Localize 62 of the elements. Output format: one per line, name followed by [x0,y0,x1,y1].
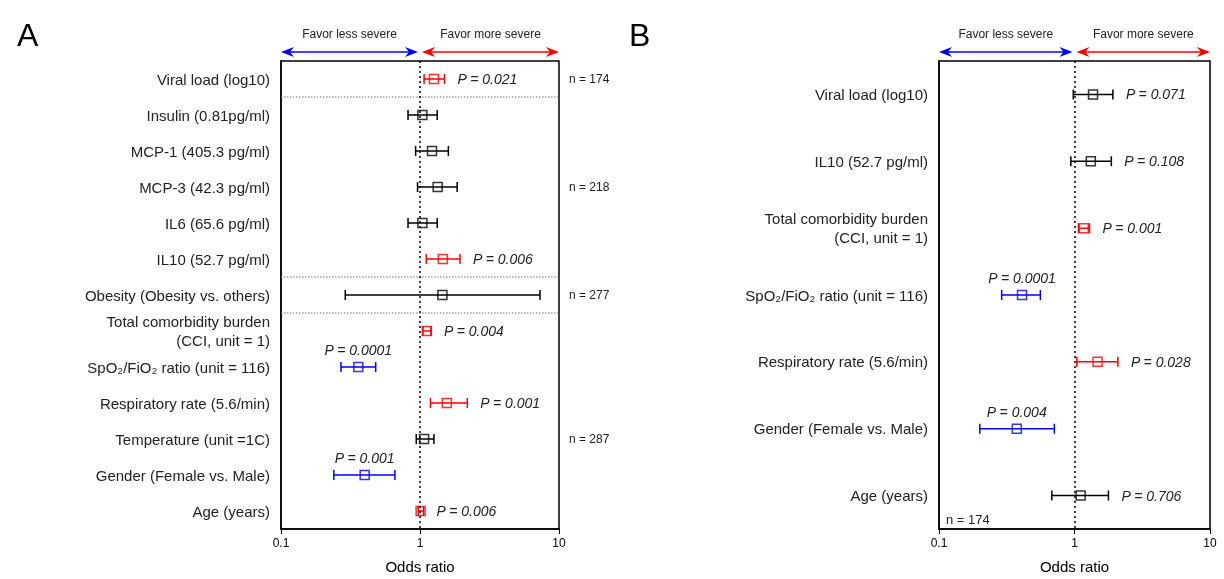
x-tick-label: 0.1 [272,536,290,550]
annotation: P = 0.028 [1130,353,1191,370]
point [418,433,430,445]
annotation: P = 0.006 [436,503,497,519]
y-tick-label: Total comorbidity burden (CCI, unit = 1) [106,313,270,349]
x-tick-label: 1 [1071,536,1079,550]
annotation: P = 0.108 [1124,153,1185,170]
x-axis-title: Odds ratio [1039,558,1110,575]
y-tick-label: Total comorbidity burden (CCI, unit = 1) [764,210,928,247]
y-tick-label: MCP-1 (405.3 pg/ml) [130,142,270,160]
y-tick-label: IL10 (52.7 pg/ml) [156,250,270,268]
text: n = 218 [569,180,610,194]
y-tick-label: IL6 (65.6 pg/ml) [164,214,270,232]
text: B [629,17,651,53]
y-tick-label: Respiratory rate (5.6/min) [99,394,270,412]
point [417,109,428,121]
y-tick-label: Age (years) [850,487,928,505]
y-tick-label: Viral load (log10) [814,85,928,103]
y-tick-label: SpO₂/FiO₂ ratio (unit = 116) [87,358,270,376]
text: n = 277 [569,288,610,302]
x-tick-label: 10 [552,536,566,550]
chart-title: A [17,17,39,53]
annotation: P = 0.071 [1125,86,1186,103]
x-tick-label: 0.1 [930,536,948,550]
y-tick-label: Gender (Female vs. Male) [753,420,928,438]
point [432,181,443,193]
x-tick-label: 1 [416,536,424,550]
point [426,145,438,157]
y-tick-label: MCP-3 (42.3 pg/ml) [139,178,270,196]
x-axis-title: Odds ratio [385,558,455,575]
y-tick-label: Temperature (unit =1C) [115,430,270,448]
y-tick-label: SpO₂/FiO₂ ratio (unit = 116) [745,286,928,304]
y-tick-label: Obesity (Obesity vs. others) [84,286,270,304]
annotation: n = 174 [946,511,990,527]
y-tick-label: Gender (Female vs. Male) [95,466,270,484]
text: n = 174 [569,72,610,86]
annotation: P = 0.004 [444,323,505,339]
text: Favor less severe [958,27,1054,41]
annotation: P = 0.0001 [324,342,393,358]
y-tick-label: Insulin (0.81pg/ml) [146,106,270,124]
point [417,217,428,229]
y-tick-label: Age (years) [192,502,270,520]
annotation: P = 0.001 [334,450,395,466]
text: Favor less severe [302,27,398,41]
point [437,253,449,265]
text: n = 287 [569,432,610,446]
annotation: P = 0.004 [986,403,1047,420]
annotation: P = 0.021 [457,71,518,87]
point [437,289,448,301]
y-tick-label: Respiratory rate (5.6/min) [757,353,928,371]
text: Favor more severe [1092,27,1194,41]
annotation: P = 0.706 [1121,487,1182,504]
point [428,73,440,85]
annotation: P = 0.001 [480,395,541,411]
annotation: P = 0.0001 [988,270,1056,286]
y-tick-label: IL10 (52.7 pg/ml) [814,152,928,170]
text: Favor more severe [440,27,542,41]
x-tick-label: 10 [1203,536,1217,550]
annotation: P = 0.006 [473,251,534,267]
annotation: P = 0.001 [1102,220,1163,237]
y-tick-label: Viral load (log10) [156,70,270,88]
point [441,397,453,409]
